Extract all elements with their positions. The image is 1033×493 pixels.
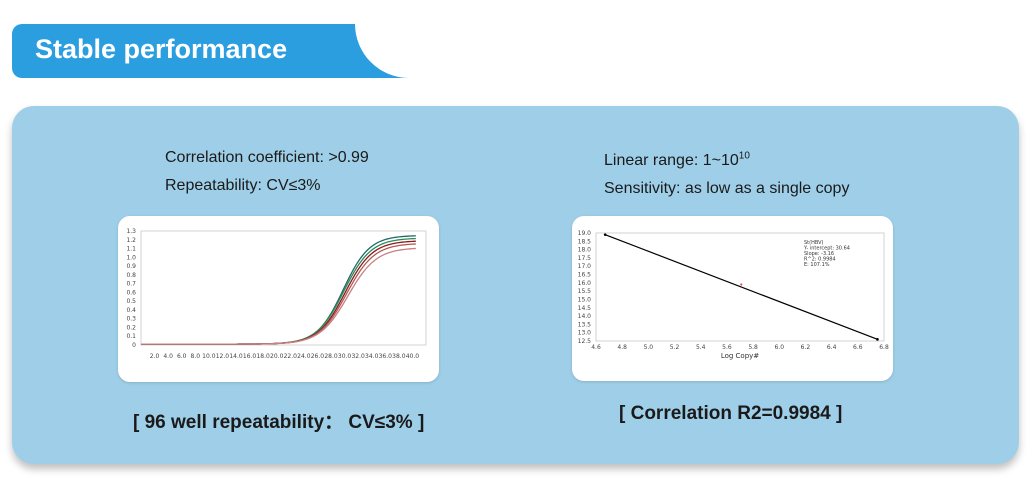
y-tick-label: 0.3 <box>126 316 136 323</box>
y-tick-label: 0.1 <box>126 333 136 340</box>
x-tick-label: 6.0 <box>177 353 187 360</box>
y-tick-label: 18.5 <box>578 238 592 245</box>
x-tick-label: 30.0 <box>338 353 352 360</box>
y-tick-label: 0.6 <box>126 289 136 296</box>
data-point-2 <box>740 283 743 286</box>
data-point-3 <box>876 338 879 341</box>
x-tick-label: 24.0 <box>297 353 311 360</box>
y-tick-label: 15.0 <box>578 296 592 303</box>
y-tick-label: 1.1 <box>126 246 136 253</box>
x-tick-label: 22.0 <box>284 353 298 360</box>
left-caption: Correlation coefficient: >0.99 Repeatabi… <box>165 144 369 200</box>
stats-line-2: Y- intercept: 30.64 <box>803 246 850 252</box>
repeatability-text: Repeatability: CV≤3% <box>165 177 321 194</box>
x-tick-label: 6.2 <box>801 344 811 351</box>
x-axis-title: Log Copy# <box>721 352 759 360</box>
standard-curve-chart: 12.513.0 13.514.014.5 15.015.516.016.5 17.0… <box>578 230 889 360</box>
x-tick-label: 4.8 <box>617 344 627 351</box>
series-line-5 <box>141 247 416 345</box>
x-tick-label: 4.0 <box>163 353 173 360</box>
y-tick-label: 14.0 <box>578 313 592 320</box>
amplification-chart-card: 0 0.1 0.2 0.3 0.4 0.5 0.6 0.7 0.8 0.9 1.0 1.1 1.2 1.3… <box>118 216 439 382</box>
x-tick-label: 6.4 <box>827 344 837 351</box>
stats-line-4: R^2: 0.9984 <box>804 257 836 263</box>
x-tick-label: 20.0 <box>270 353 284 360</box>
header-tab <box>12 24 414 78</box>
standard-curve-chart-card: 12.5 13.0 13.5 14.0 14.5 15.0 15.5 16.0 16.5 17.0… <box>572 216 893 381</box>
x-tick-label: 32.0 <box>351 353 365 360</box>
y-tick-label: 0.8 <box>126 272 136 279</box>
page-title: Stable performance <box>35 34 288 64</box>
correlation-label: [ Correlation R2=0.9984 ] <box>619 403 843 424</box>
y-tick-label: 0 <box>132 342 136 349</box>
x-tick-label: 38.0 <box>392 353 406 360</box>
sensitivity-text: Sensitivity: as low as a single copy <box>604 180 850 197</box>
x-tick-label: 5.2 <box>670 344 680 351</box>
data-point-1 <box>603 233 607 236</box>
x-tick-label: 4.6 <box>591 344 601 351</box>
x-tick-label: 10.0 <box>202 353 216 360</box>
y-tick-label: 0.7 <box>126 281 136 288</box>
correlation-coefficient-text: Correlation coefficient: >0.99 <box>165 149 369 166</box>
y-tick-label: 12.5 <box>578 338 592 345</box>
stats-line-5: E: 107.1% <box>804 262 830 268</box>
x-tick-label: 36.0 <box>379 353 393 360</box>
plot-area <box>140 230 427 346</box>
y-tick-label: 1.2 <box>126 237 136 244</box>
right-caption: Linear range: 1~1010 Sensitivity: as low… <box>604 147 849 203</box>
y-tick-label: 13.5 <box>578 321 592 328</box>
repeatability-label: [ 96 well repeatability： CV≤3% ] <box>133 412 425 433</box>
x-tick-label: 2.0 <box>150 353 160 360</box>
x-tick-label: 6.8 <box>879 344 889 351</box>
y-tick-label: 0.9 <box>126 263 136 270</box>
x-tick-label: 5.6 <box>722 344 732 351</box>
y-tick-label: 1.3 <box>126 228 136 235</box>
x-tick-label: 5.8 <box>748 344 758 351</box>
y-tick-label: 0.2 <box>126 324 136 331</box>
y-tick-label: 19.0 <box>578 230 592 237</box>
x-tick-label: 5.4 <box>696 344 706 351</box>
y-tick-label: 13.0 <box>578 330 592 337</box>
fit-line <box>604 234 878 340</box>
y-tick-label: 18.0 <box>578 247 592 254</box>
x-tick-label: 40.0 <box>406 353 420 360</box>
x-tick-label: 14.0 <box>229 353 243 360</box>
x-tick-label: 6.0 <box>774 344 784 351</box>
y-tick-label: 0.5 <box>126 298 136 305</box>
x-tick-label: 6.6 <box>853 344 863 351</box>
stats-line-3: Slope: -3.16 <box>804 251 834 257</box>
y-tick-label: 17.5 <box>578 255 592 262</box>
linear-range-text: Linear range: 1~1010 <box>604 150 750 169</box>
x-tick-label: 18.0 <box>256 353 270 360</box>
stats-line-1: St(HBV) <box>804 240 824 246</box>
x-tick-label: 34.0 <box>365 353 379 360</box>
y-tick-label: 15.5 <box>578 288 592 295</box>
y-tick-label: 16.5 <box>578 272 592 279</box>
y-tick-label: 14.5 <box>578 305 592 312</box>
x-tick-label: 26.0 <box>311 353 325 360</box>
x-tick-label: 16.0 <box>243 353 257 360</box>
x-tick-label: 8.0 <box>191 353 201 360</box>
x-tick-label: 28.0 <box>324 353 338 360</box>
y-tick-label: 0.4 <box>126 307 136 314</box>
y-tick-label: 16.0 <box>578 280 592 287</box>
amplification-chart: 0 0.1 0.20.3 0.4 0.5 0.60.7 0.8 0.9 1.01.1 1.2 1.3… <box>126 228 427 360</box>
y-tick-label: 17.0 <box>578 263 592 270</box>
x-tick-label: 5.0 <box>644 344 654 351</box>
y-tick-label: 1.0 <box>126 254 136 261</box>
x-tick-label: 12.0 <box>216 353 230 360</box>
